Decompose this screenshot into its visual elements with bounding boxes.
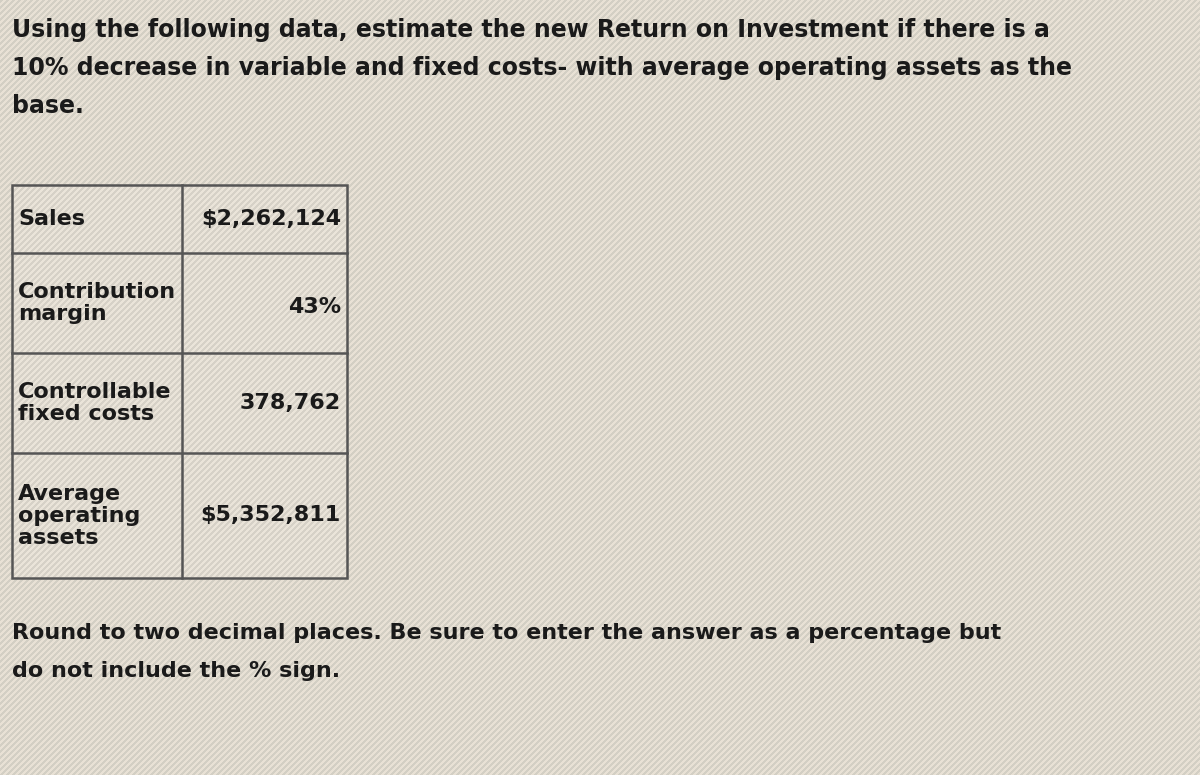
Text: Controllable: Controllable xyxy=(18,382,172,402)
Text: margin: margin xyxy=(18,304,107,324)
Text: 43%: 43% xyxy=(288,297,341,317)
Text: fixed costs: fixed costs xyxy=(18,404,154,424)
Text: base.: base. xyxy=(12,94,84,118)
Text: $5,352,811: $5,352,811 xyxy=(200,505,341,525)
Text: 378,762: 378,762 xyxy=(240,393,341,413)
Text: Sales: Sales xyxy=(18,209,85,229)
Text: assets: assets xyxy=(18,528,98,547)
Text: Using the following data, estimate the new Return on Investment if there is a: Using the following data, estimate the n… xyxy=(12,18,1050,42)
Text: 10% decrease in variable and fixed costs- with average operating assets as the: 10% decrease in variable and fixed costs… xyxy=(12,56,1072,80)
Text: $2,262,124: $2,262,124 xyxy=(200,209,341,229)
Text: Round to two decimal places. Be sure to enter the answer as a percentage but: Round to two decimal places. Be sure to … xyxy=(12,623,1001,643)
Bar xyxy=(12,185,347,578)
Text: operating: operating xyxy=(18,505,140,525)
Text: do not include the % sign.: do not include the % sign. xyxy=(12,661,340,681)
Text: Contribution: Contribution xyxy=(18,282,176,302)
Text: Average: Average xyxy=(18,484,121,504)
